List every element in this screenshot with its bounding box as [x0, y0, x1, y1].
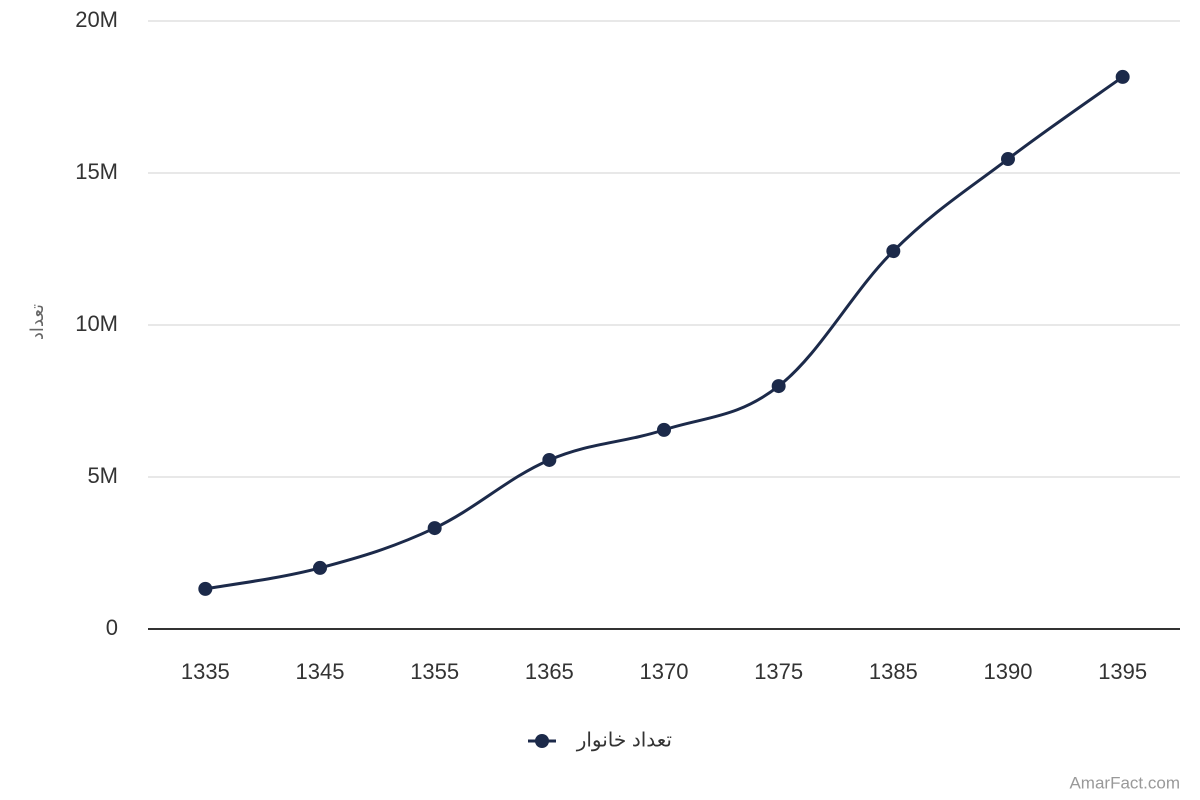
watermark: AmarFact.com: [1069, 773, 1180, 792]
y-tick-label: 0: [106, 615, 118, 640]
x-tick-label: 1395: [1098, 659, 1147, 684]
x-tick-label: 1355: [410, 659, 459, 684]
x-tick-label: 1335: [181, 659, 230, 684]
point: [542, 452, 557, 467]
line: [205, 75, 1124, 591]
x-tick-label: 1370: [640, 659, 689, 684]
point: [771, 379, 786, 394]
point: [1001, 152, 1015, 167]
y-tick-label: 20M: [75, 7, 118, 32]
x-tick-label: 1390: [984, 659, 1033, 684]
x-tick-label: 1385: [869, 659, 918, 684]
point: [657, 422, 671, 437]
y-tick-label: 10M: [75, 311, 118, 336]
y-tick-label: 5M: [87, 463, 118, 488]
y-tick-label: 15M: [75, 159, 118, 184]
legend-marker: [535, 734, 549, 748]
x-tick-label: 1375: [754, 659, 803, 684]
point: [313, 560, 327, 575]
y-axis-label: تعداد: [27, 304, 47, 340]
point: [198, 581, 213, 596]
x-tick-label: 1345: [296, 659, 345, 684]
point: [1115, 69, 1130, 84]
point: [427, 521, 442, 536]
point: [886, 244, 901, 259]
legend-label: تعداد خانوار: [576, 729, 672, 751]
x-tick-label: 1365: [525, 659, 574, 684]
